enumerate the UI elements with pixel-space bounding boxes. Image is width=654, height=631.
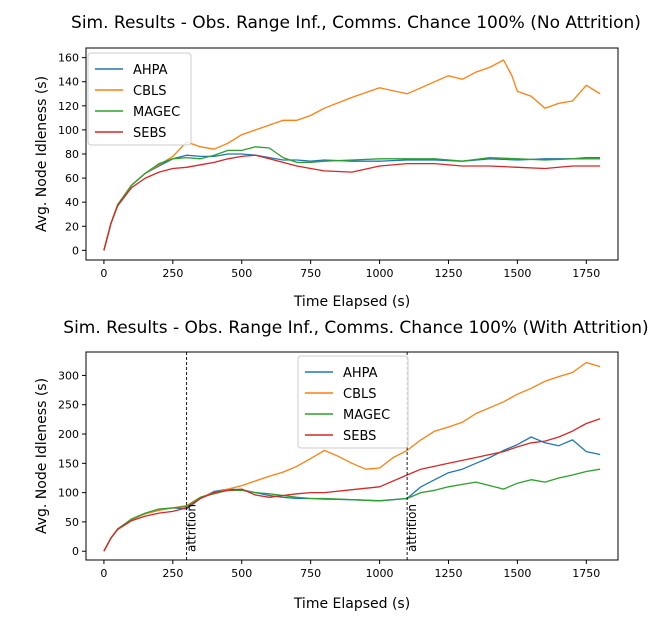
series-line-magec bbox=[103, 146, 601, 251]
x-tick-label: 500 bbox=[231, 267, 252, 280]
chart-title: Sim. Results - Obs. Range Inf., Comms. C… bbox=[63, 318, 648, 338]
x-tick-label: 1000 bbox=[366, 267, 394, 280]
legend-label-magec: MAGEC bbox=[133, 105, 180, 120]
legend: AHPA CBLS MAGEC SEBS bbox=[297, 355, 409, 449]
x-tick-label: 250 bbox=[162, 567, 183, 580]
y-tick-label: 160 bbox=[58, 52, 79, 65]
x-tick-label: 750 bbox=[300, 567, 321, 580]
series-line-ahpa bbox=[103, 153, 601, 251]
x-tick-label: 1250 bbox=[434, 267, 462, 280]
chart-2: Sim. Results - Obs. Range Inf., Comms. C… bbox=[34, 318, 649, 612]
x-tick-label: 750 bbox=[300, 267, 321, 280]
legend: AHPA CBLS MAGEC SEBS bbox=[87, 52, 192, 146]
y-tick-label: 150 bbox=[58, 457, 79, 470]
legend-box bbox=[297, 355, 409, 449]
y-axis-label: Avg. Node Idleness (s) bbox=[34, 378, 50, 534]
y-tick-label: 40 bbox=[65, 196, 79, 209]
legend-box bbox=[87, 52, 192, 146]
x-tick-label: 1750 bbox=[572, 267, 600, 280]
x-tick-label: 0 bbox=[100, 567, 107, 580]
legend-label-ahpa: AHPA bbox=[133, 63, 168, 78]
chart-title: Sim. Results - Obs. Range Inf., Comms. C… bbox=[71, 13, 641, 33]
y-tick-label: 20 bbox=[65, 220, 79, 233]
y-tick-label: 250 bbox=[58, 399, 79, 412]
x-axis-label: Time Elapsed (s) bbox=[293, 596, 410, 612]
x-tick-label: 0 bbox=[100, 267, 107, 280]
attrition-label: attrition bbox=[185, 504, 199, 552]
series-line-cbls bbox=[103, 59, 601, 251]
x-tick-label: 1500 bbox=[503, 267, 531, 280]
y-tick-label: 200 bbox=[58, 428, 79, 441]
y-tick-label: 0 bbox=[72, 244, 79, 257]
y-axis-label: Avg. Node Idleness (s) bbox=[34, 76, 50, 232]
series-line-ahpa bbox=[103, 436, 601, 552]
y-tick-label: 140 bbox=[58, 76, 79, 89]
legend-label-ahpa: AHPA bbox=[343, 366, 378, 381]
chart-1: Sim. Results - Obs. Range Inf., Comms. C… bbox=[34, 13, 641, 310]
y-tick-label: 50 bbox=[65, 516, 79, 529]
y-tick-label: 100 bbox=[58, 124, 79, 137]
y-tick-label: 120 bbox=[58, 100, 79, 113]
x-tick-label: 500 bbox=[231, 567, 252, 580]
series-line-sebs bbox=[103, 418, 601, 552]
x-tick-label: 1250 bbox=[434, 567, 462, 580]
y-tick-label: 80 bbox=[65, 148, 79, 161]
y-tick-label: 0 bbox=[72, 545, 79, 558]
y-tick-label: 100 bbox=[58, 487, 79, 500]
attrition-label: attrition bbox=[405, 504, 419, 552]
series-line-sebs bbox=[103, 154, 601, 251]
x-tick-label: 250 bbox=[162, 267, 183, 280]
x-axis-label: Time Elapsed (s) bbox=[293, 294, 410, 310]
x-tick-label: 1000 bbox=[366, 567, 394, 580]
series-line-magec bbox=[103, 468, 601, 552]
x-tick-label: 1750 bbox=[572, 567, 600, 580]
plot-frame bbox=[85, 351, 619, 561]
x-tick-label: 1500 bbox=[503, 567, 531, 580]
legend-label-sebs: SEBS bbox=[133, 126, 166, 141]
legend-label-sebs: SEBS bbox=[343, 429, 376, 444]
legend-label-magec: MAGEC bbox=[343, 408, 390, 423]
y-tick-label: 60 bbox=[65, 172, 79, 185]
legend-label-cbls: CBLS bbox=[343, 387, 377, 402]
y-tick-label: 300 bbox=[58, 369, 79, 382]
legend-label-cbls: CBLS bbox=[133, 84, 167, 99]
